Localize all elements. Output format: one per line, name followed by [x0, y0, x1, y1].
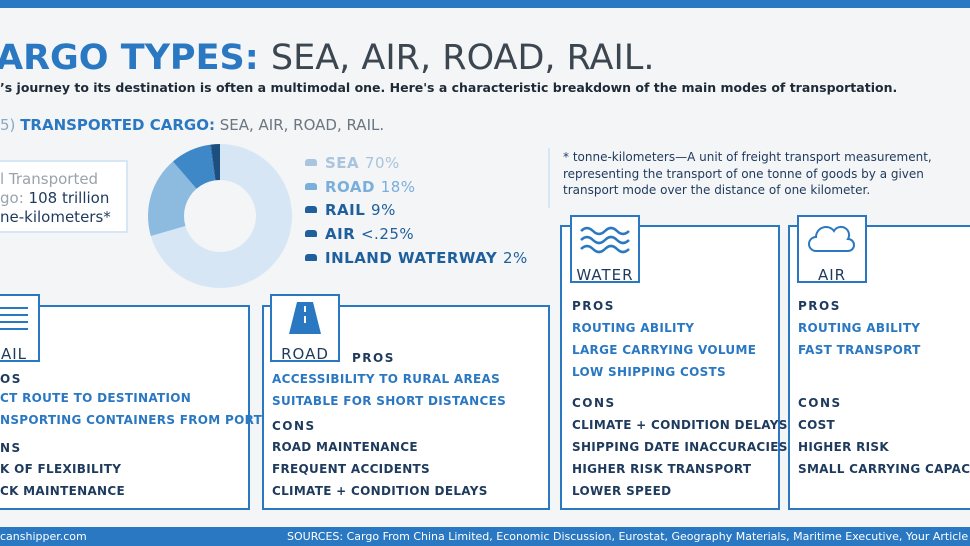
- total-line: l Transported: [0, 170, 99, 188]
- pro-item: FAST TRANSPORT: [798, 343, 921, 357]
- card-title: AIR: [817, 266, 847, 284]
- icon-box: AIR: [797, 215, 867, 284]
- con-item: SMALL CARRYING CAPACIT: [798, 462, 970, 476]
- legend-entry: RAIL 9%: [305, 201, 396, 219]
- cons-label: CONS: [798, 396, 842, 410]
- legend-label: AIR: [325, 225, 356, 244]
- cons-label: CONS: [572, 396, 616, 410]
- icon-wave: [580, 244, 630, 254]
- legend-label: INLAND WATERWAY: [325, 248, 498, 267]
- subtitle: ’s journey to its destination is often a…: [0, 80, 898, 95]
- legend-value: 2%: [503, 248, 528, 267]
- pro-item: ROUTING ABILITY: [798, 321, 921, 335]
- donut-slice: [148, 161, 197, 236]
- note-line: representing the transport of one tonne …: [563, 166, 924, 181]
- con-item: HIGHER RISK TRANSPORT: [572, 462, 752, 476]
- donut-slice: [150, 144, 292, 288]
- con-item: FREQUENT ACCIDENTS: [272, 462, 430, 476]
- legend-icon: [305, 182, 317, 190]
- con-item: CK MAINTENANCE: [0, 484, 125, 498]
- section-prefix: 5): [0, 116, 16, 134]
- total-value: 108 trillion: [28, 189, 110, 207]
- donut-slice: [210, 144, 220, 181]
- sources-label: SOURCES:: [287, 530, 344, 543]
- con-item: CLIMATE + CONDITION DELAYS: [572, 418, 788, 432]
- total-text: l Transported go: 108 trillion ne-kilomete…: [0, 170, 111, 227]
- note-line: * tonne-kilometers—A unit of freight tra…: [563, 150, 932, 164]
- donut-chart: [148, 144, 292, 288]
- icon-wave: [580, 235, 630, 245]
- pro-item: CT ROUTE TO DESTINATION: [0, 391, 192, 405]
- legend-label: RAIL: [325, 201, 366, 220]
- icon: [0, 307, 28, 330]
- title-light: SEA, AIR, ROAD, RAIL.: [270, 38, 655, 78]
- legend-icon: [305, 159, 317, 166]
- icon: [580, 226, 630, 254]
- con-item: LOWER SPEED: [572, 484, 672, 498]
- con-item: ROAD MAINTENANCE: [272, 440, 418, 454]
- top-bar: [0, 0, 970, 8]
- footer: canshipper.com SOURCES: Cargo From China …: [0, 527, 970, 546]
- title: ARGO TYPES: SEA, AIR, ROAD, RAIL.: [0, 38, 654, 78]
- icon-road: [289, 302, 321, 334]
- legend-value: 70%: [364, 154, 400, 172]
- icon: [289, 302, 321, 334]
- legend-value: 18%: [380, 177, 416, 196]
- pros-label: OS: [0, 372, 22, 386]
- legend-label: SEA: [325, 154, 360, 172]
- icon-cloud: [808, 225, 855, 252]
- con-item: COST: [798, 418, 836, 432]
- footer-site: canshipper.com: [0, 530, 87, 543]
- legend-entry: ROAD 18%: [305, 178, 416, 196]
- icon: [808, 225, 855, 252]
- legend-value: 9%: [371, 201, 396, 220]
- cons-label: NS: [0, 441, 22, 455]
- icon-box: ROAD: [270, 294, 340, 363]
- section-light: SEA, AIR, ROAD, RAIL.: [219, 116, 385, 134]
- sources: Cargo From China Limited, Economic Discu…: [346, 530, 970, 543]
- donut-slice: [172, 144, 215, 189]
- total-line: ne-kilometers*: [0, 208, 111, 226]
- pro-item: NSPORTING CONTAINERS FROM PORT: [0, 413, 263, 427]
- con-item: SHIPPING DATE INACCURACIES: [572, 440, 788, 454]
- card-title: AIL: [0, 345, 28, 363]
- con-item: CLIMATE + CONDITION DELAYS: [272, 484, 488, 498]
- donut-slice: [209, 144, 216, 181]
- note-rule: [548, 148, 550, 208]
- card-title: ROAD: [281, 345, 329, 363]
- pros-label: PROS: [798, 299, 841, 313]
- section-bold: TRANSPORTED CARGO:: [20, 116, 215, 134]
- cons-label: CONS: [272, 419, 316, 433]
- con-item: HIGHER RISK: [798, 440, 889, 454]
- icon-wave: [580, 226, 630, 236]
- card-title: WATER: [576, 266, 634, 284]
- legend-label: ROAD: [325, 177, 375, 196]
- pro-item: SUITABLE FOR SHORT DISTANCES: [272, 394, 507, 408]
- legend-icon: [305, 230, 317, 238]
- pro-item: LOW SHIPPING COSTS: [572, 365, 726, 379]
- legend-entry: INLAND WATERWAY 2%: [305, 249, 528, 267]
- note-line: transport mode over the distance of one …: [563, 183, 871, 197]
- pro-item: LARGE CARRYING VOLUME: [572, 343, 757, 357]
- pros-label: PROS: [352, 351, 395, 365]
- legend-icon: [305, 206, 317, 214]
- total-line: go:: [0, 189, 24, 207]
- legend-entry: SEA 70%: [305, 154, 400, 172]
- title-bold: ARGO TYPES:: [0, 38, 259, 78]
- pros-label: PROS: [572, 299, 615, 313]
- pro-item: ROUTING ABILITY: [572, 321, 695, 335]
- con-item: K OF FLEXIBILITY: [0, 462, 122, 476]
- legend-entry: AIR <.25%: [305, 225, 414, 243]
- card: [0, 305, 250, 510]
- legend-value: <.25%: [360, 225, 415, 244]
- section-heading: 5) TRANSPORTED CARGO: SEA, AIR, ROAD, RA…: [0, 116, 384, 134]
- note: * tonne-kilometers—A unit of freight tra…: [563, 149, 932, 199]
- total-box: [0, 160, 128, 233]
- legend-icon: [305, 253, 317, 261]
- pro-item: ACCESSIBILITY TO RURAL AREAS: [272, 372, 501, 386]
- icon-box: WATER: [570, 215, 640, 284]
- icon-box: AIL: [0, 294, 40, 363]
